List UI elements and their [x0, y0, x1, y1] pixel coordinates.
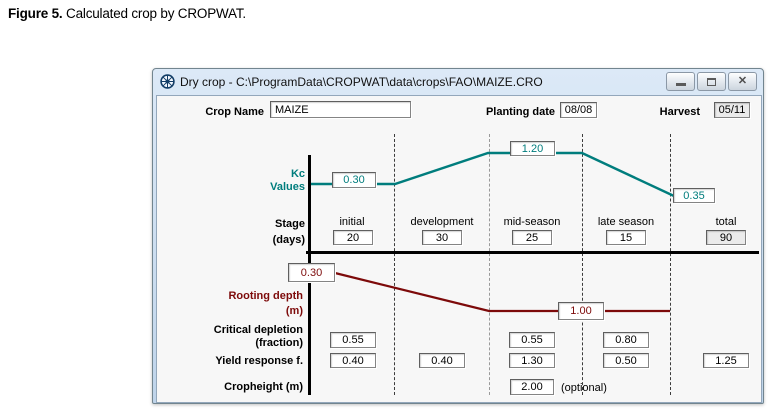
harvest-label: Harvest: [659, 106, 700, 118]
critical-depletion-label: Critical depletion (fraction): [203, 324, 303, 350]
rooting-depth-label: Rooting depth (m): [203, 289, 303, 319]
column-header-development: development: [410, 216, 474, 228]
stage-label-line2: (days): [272, 234, 305, 246]
critical-depletion-mid-season-input[interactable]: 0.55: [509, 332, 555, 348]
yield-response-initial-input[interactable]: 0.40: [330, 353, 376, 368]
stage-divider-late-season: [582, 134, 583, 395]
yield-response-label: Yield response f.: [215, 355, 303, 367]
cropwat-crop-window: Dry crop - C:\ProgramData\CROPWAT\data\c…: [152, 68, 764, 404]
column-header-late-season: late season: [597, 216, 655, 228]
crop-form: Crop Name MAIZE Planting date 08/08 Harv…: [156, 95, 762, 403]
kc-label-line2: Values: [270, 181, 305, 193]
critical-depletion-late-season-input[interactable]: 0.80: [603, 332, 649, 348]
minimize-icon: [675, 83, 686, 86]
crop-name-label: Crop Name: [205, 106, 264, 118]
stage-divider-end: [670, 134, 671, 395]
cropheight-optional-note: (optional): [561, 382, 607, 394]
days-initial-input[interactable]: 20: [333, 230, 373, 245]
kc-initial-input[interactable]: 0.30: [332, 172, 376, 188]
stage-label-line1: Stage: [275, 218, 305, 230]
yield-response-development-input[interactable]: 0.40: [419, 353, 465, 368]
cropheight-input[interactable]: 2.00: [510, 379, 554, 395]
rooting-depth-max-input[interactable]: 1.00: [558, 302, 604, 320]
harvest-date-field: 05/11: [714, 102, 750, 118]
kc-mid-season-input[interactable]: 1.20: [510, 141, 555, 156]
maximize-button[interactable]: [697, 72, 726, 91]
rooting-depth-curve: [334, 271, 670, 313]
planting-date-input[interactable]: 08/08: [560, 102, 597, 118]
critical-depletion-label-line1: Critical depletion: [213, 324, 303, 336]
figure-caption-text: Calculated crop by CROPWAT.: [66, 6, 246, 21]
column-header-total: total: [715, 216, 737, 228]
rooting-depth-label-line1: Rooting depth: [228, 290, 303, 302]
days-mid-season-input[interactable]: 25: [512, 230, 552, 245]
app-icon: [160, 74, 175, 89]
close-icon: ✕: [737, 75, 748, 87]
planting-date-label: Planting date: [485, 106, 555, 118]
title-bar[interactable]: Dry crop - C:\ProgramData\CROPWAT\data\c…: [153, 69, 763, 94]
days-total-field: 90: [706, 230, 746, 245]
kc-label-line1: Kc: [290, 168, 305, 180]
cropheight-label: Cropheight (m): [224, 381, 303, 393]
crop-name-input[interactable]: MAIZE: [270, 101, 411, 118]
column-header-initial: initial: [339, 216, 365, 228]
maximize-icon: [707, 77, 716, 86]
yield-response-late-season-input[interactable]: 0.50: [603, 353, 649, 368]
days-late-season-input[interactable]: 15: [606, 230, 646, 245]
kc-end-input[interactable]: 0.35: [673, 188, 715, 203]
critical-depletion-label-line2: (fraction): [255, 337, 303, 349]
column-header-mid-season: mid-season: [503, 216, 561, 228]
figure-caption: Figure 5. Calculated crop by CROPWAT.: [8, 6, 246, 21]
minimize-button[interactable]: [666, 72, 695, 91]
stage-label: Stage (days): [217, 216, 305, 248]
days-development-input[interactable]: 30: [422, 230, 462, 245]
rooting-depth-label-line2: (m): [285, 305, 303, 317]
figure-caption-number: Figure 5.: [8, 6, 63, 21]
yield-response-mid-season-input[interactable]: 1.30: [509, 353, 555, 368]
chart-horizontal-baseline: [306, 251, 759, 254]
rooting-depth-initial-input[interactable]: 0.30: [288, 263, 335, 282]
window-title: Dry crop - C:\ProgramData\CROPWAT\data\c…: [180, 74, 543, 89]
stage-divider-development: [394, 134, 395, 395]
yield-response-total-input[interactable]: 1.25: [703, 353, 749, 368]
critical-depletion-initial-input[interactable]: 0.55: [330, 332, 376, 348]
close-button[interactable]: ✕: [728, 72, 757, 91]
stage-divider-mid-season: [489, 134, 490, 395]
kc-values-label: Kc Values: [217, 168, 305, 194]
